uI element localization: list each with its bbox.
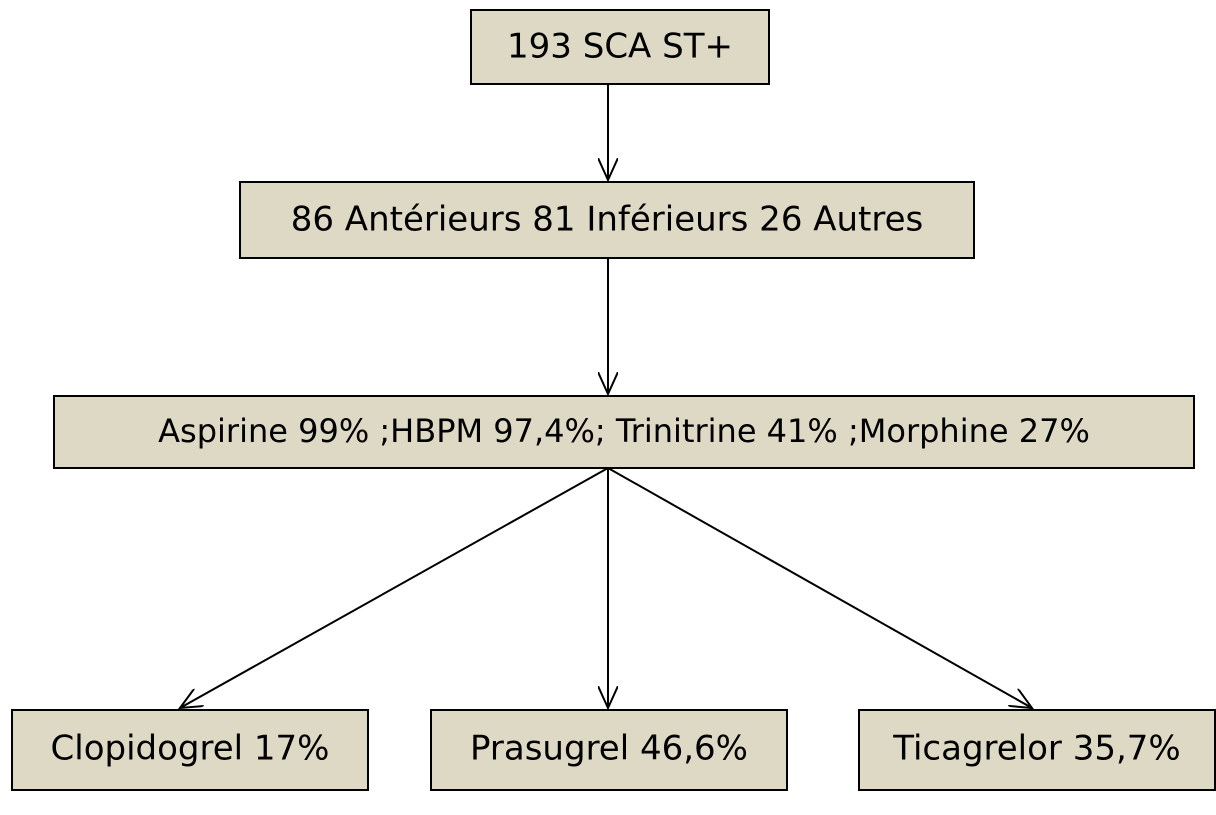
node-box [239,181,975,259]
node-box [430,709,788,791]
node-box [470,9,770,85]
node-label: Aspirine 99% ;HBPM 97,4%; Trinitrine 41%… [158,412,1090,450]
node-label: 193 SCA ST+ [507,27,733,67]
node-box [858,709,1216,791]
node-box [53,395,1195,469]
arrow [180,467,609,708]
node-label: Ticagrelor 35,7% [892,729,1180,769]
node-label: Clopidogrel 17% [51,729,330,769]
node-label: 86 Antérieurs 81 Inférieurs 26 Autres [291,200,924,240]
node-box [11,709,369,791]
node-label: Prasugrel 46,6% [470,729,748,769]
arrow [607,467,1032,708]
